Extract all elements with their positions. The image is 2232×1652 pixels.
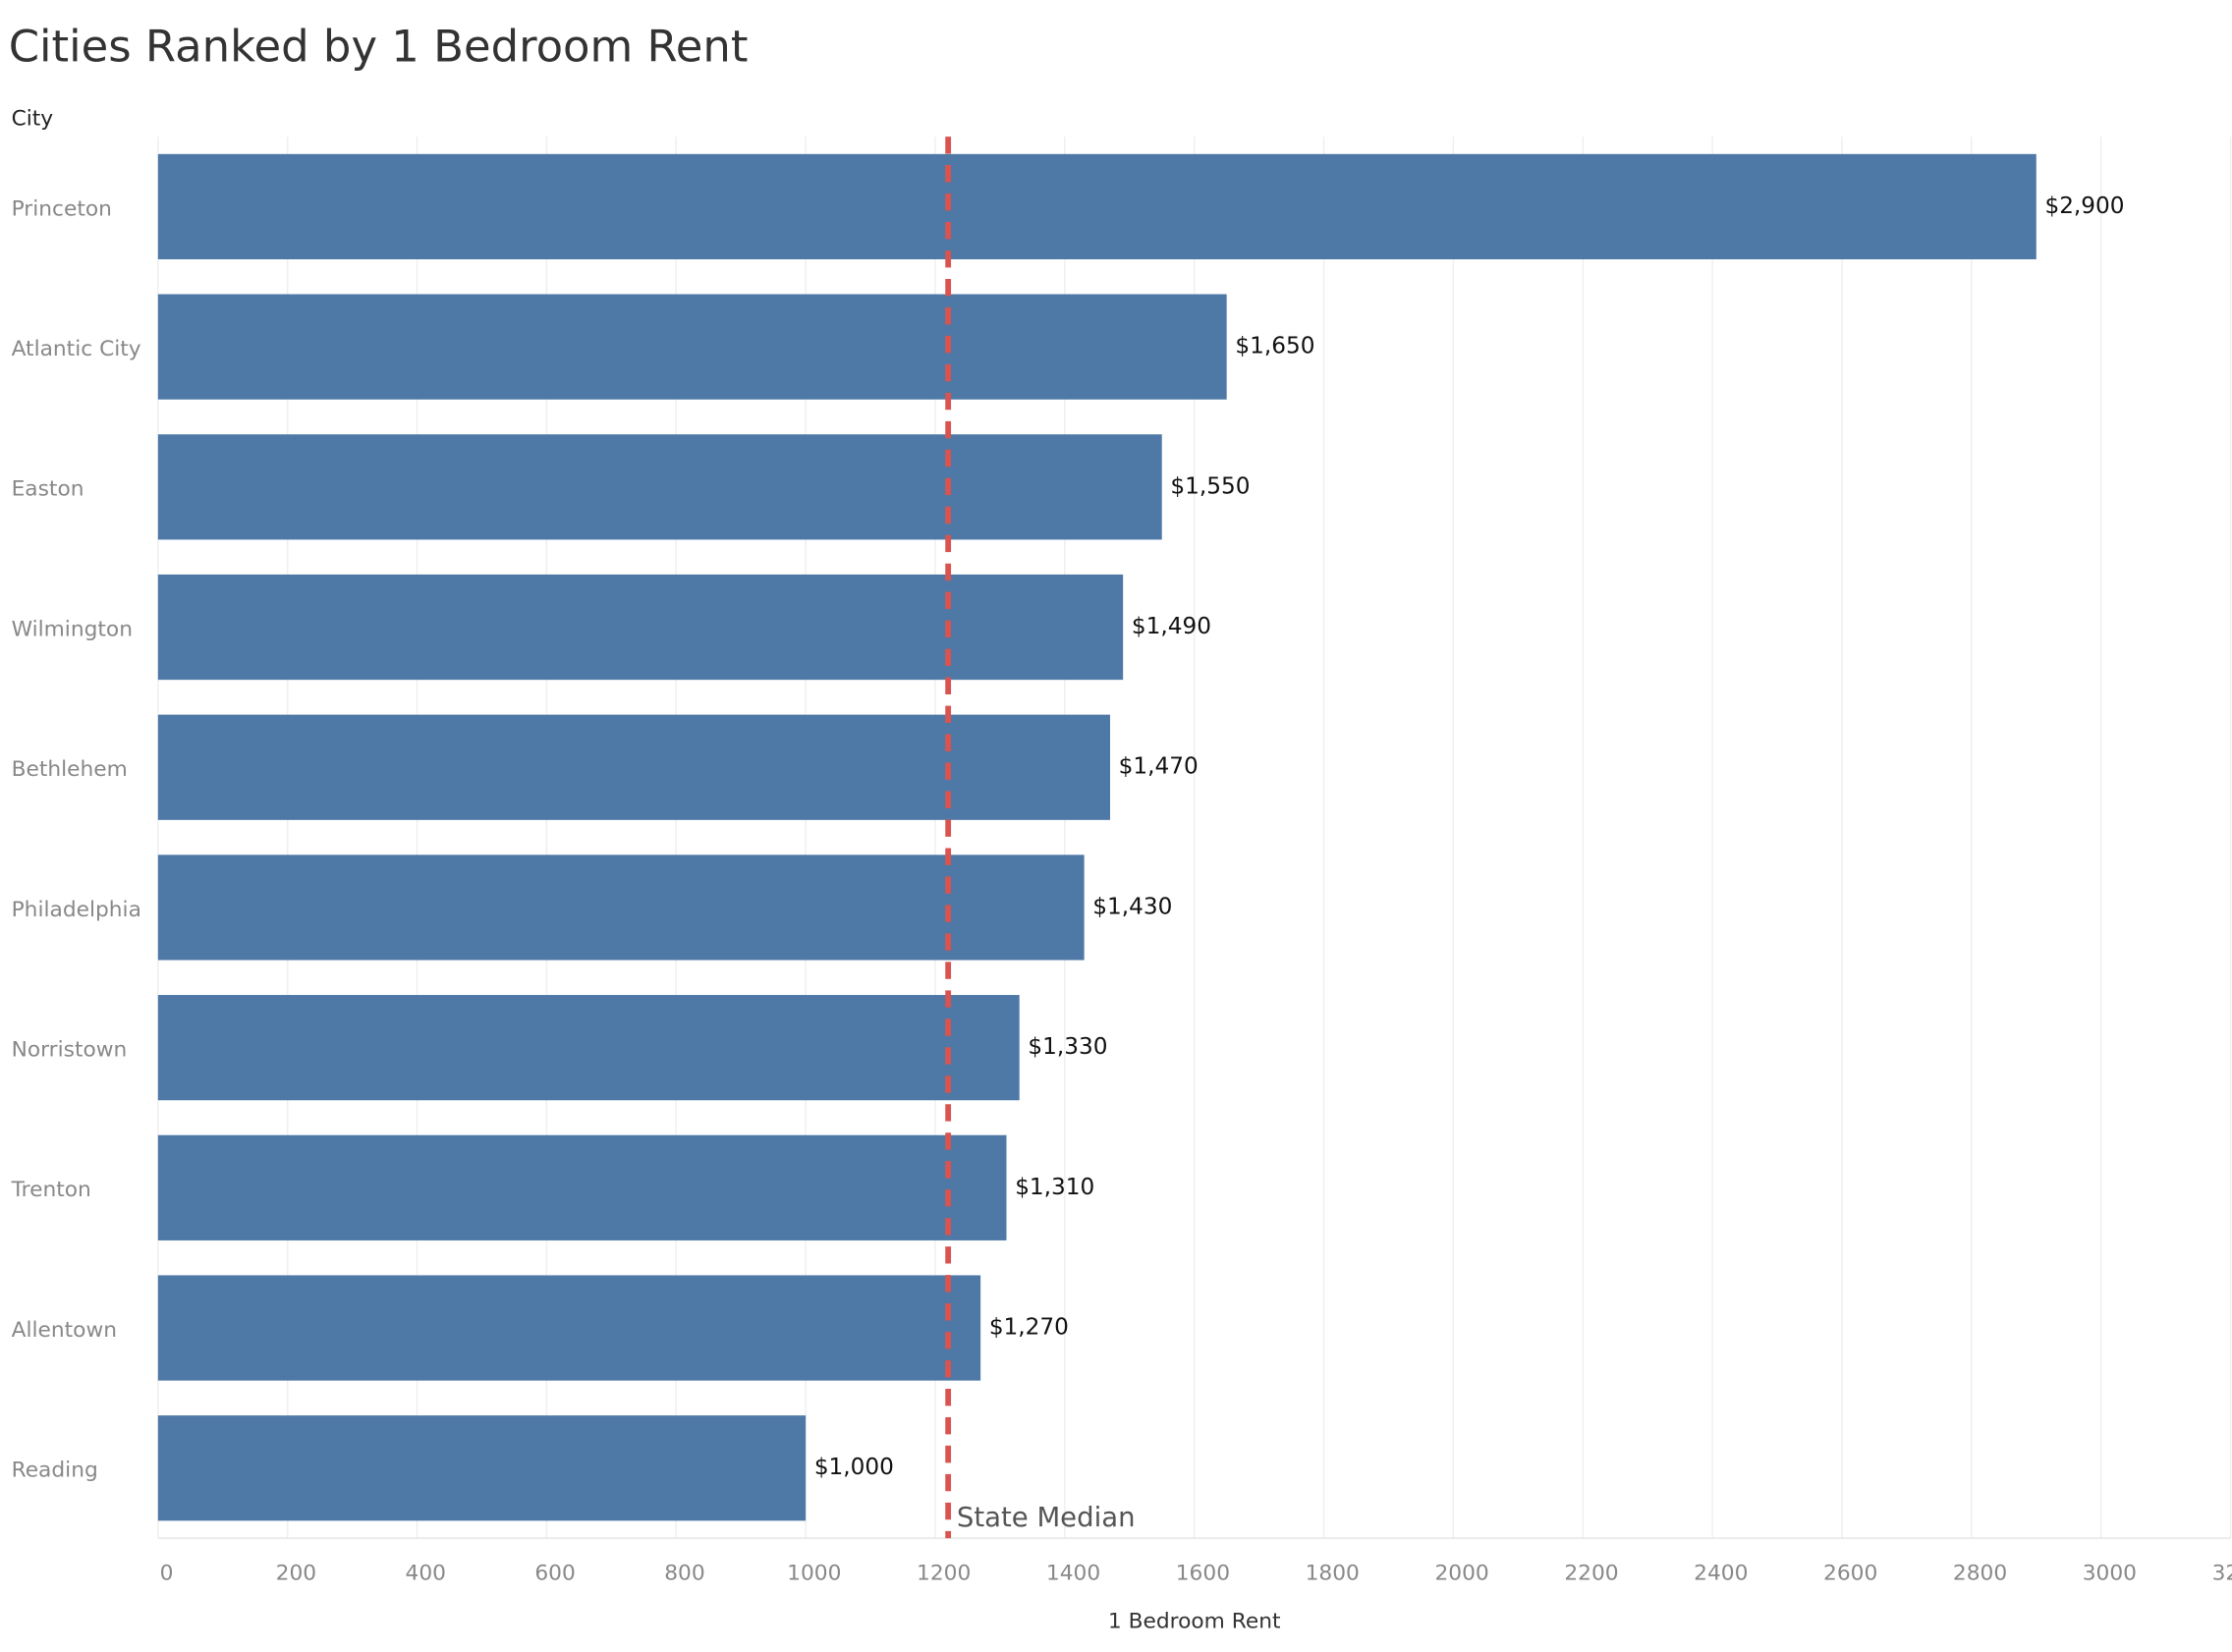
y-axis-title: City — [12, 107, 54, 132]
bar — [157, 1134, 1007, 1240]
x-tick-label: 2200 — [1564, 1561, 1618, 1585]
x-tick-label: 600 — [534, 1561, 575, 1585]
value-label: $1,310 — [1015, 1174, 1094, 1200]
x-tick-label: 2000 — [1434, 1561, 1488, 1585]
x-tick-label: 1200 — [917, 1561, 971, 1585]
bar — [157, 153, 2037, 260]
bar — [157, 294, 1227, 400]
y-tick-label: Atlantic City — [12, 337, 141, 361]
bar — [157, 854, 1085, 961]
y-tick-label: Easton — [12, 477, 84, 502]
x-tick-label: 1400 — [1046, 1561, 1100, 1585]
y-tick-label: Philadelphia — [12, 898, 141, 922]
x-tick-label: 3000 — [2083, 1561, 2137, 1585]
reference-label: State Median — [957, 1502, 1136, 1533]
value-label: $1,430 — [1092, 893, 1172, 919]
bar — [157, 1415, 807, 1521]
y-tick-label: Wilmington — [12, 617, 133, 641]
bar — [157, 434, 1162, 540]
x-tick-label: 1600 — [1176, 1561, 1230, 1585]
y-tick-label: Trenton — [11, 1178, 91, 1202]
x-tick-label: 2400 — [1694, 1561, 1748, 1585]
x-tick-label: 3200 — [2212, 1561, 2232, 1585]
value-label: $1,000 — [814, 1454, 894, 1480]
y-tick-label: Reading — [12, 1459, 98, 1483]
value-label: $1,490 — [1132, 613, 1211, 639]
bar — [157, 574, 1124, 681]
x-tick-label: 1800 — [1306, 1561, 1360, 1585]
x-tick-label: 0 — [160, 1561, 174, 1585]
y-tick-label: Bethlehem — [12, 757, 128, 782]
value-label: $1,270 — [989, 1314, 1069, 1341]
x-tick-label: 2800 — [1953, 1561, 2007, 1585]
x-tick-label: 200 — [276, 1561, 316, 1585]
x-tick-label: 800 — [664, 1561, 704, 1585]
value-label: $1,470 — [1119, 753, 1199, 780]
value-label: $1,650 — [1235, 333, 1314, 359]
bar — [157, 995, 1020, 1101]
value-label: $1,330 — [1028, 1033, 1107, 1060]
bar — [157, 1275, 981, 1381]
bar — [157, 714, 1110, 820]
value-label: $2,900 — [2044, 193, 2124, 219]
value-label: $1,550 — [1170, 472, 1250, 499]
chart-title: Cities Ranked by 1 Bedroom Rent — [9, 21, 749, 73]
y-tick-label: Norristown — [12, 1038, 128, 1063]
x-tick-label: 2600 — [1823, 1561, 1877, 1585]
x-tick-label: 400 — [406, 1561, 446, 1585]
y-tick-label: Allentown — [12, 1318, 117, 1343]
x-tick-label: 1000 — [787, 1561, 841, 1585]
y-tick-label: Princeton — [12, 196, 112, 221]
x-axis-title: 1 Bedroom Rent — [1108, 1610, 1281, 1634]
